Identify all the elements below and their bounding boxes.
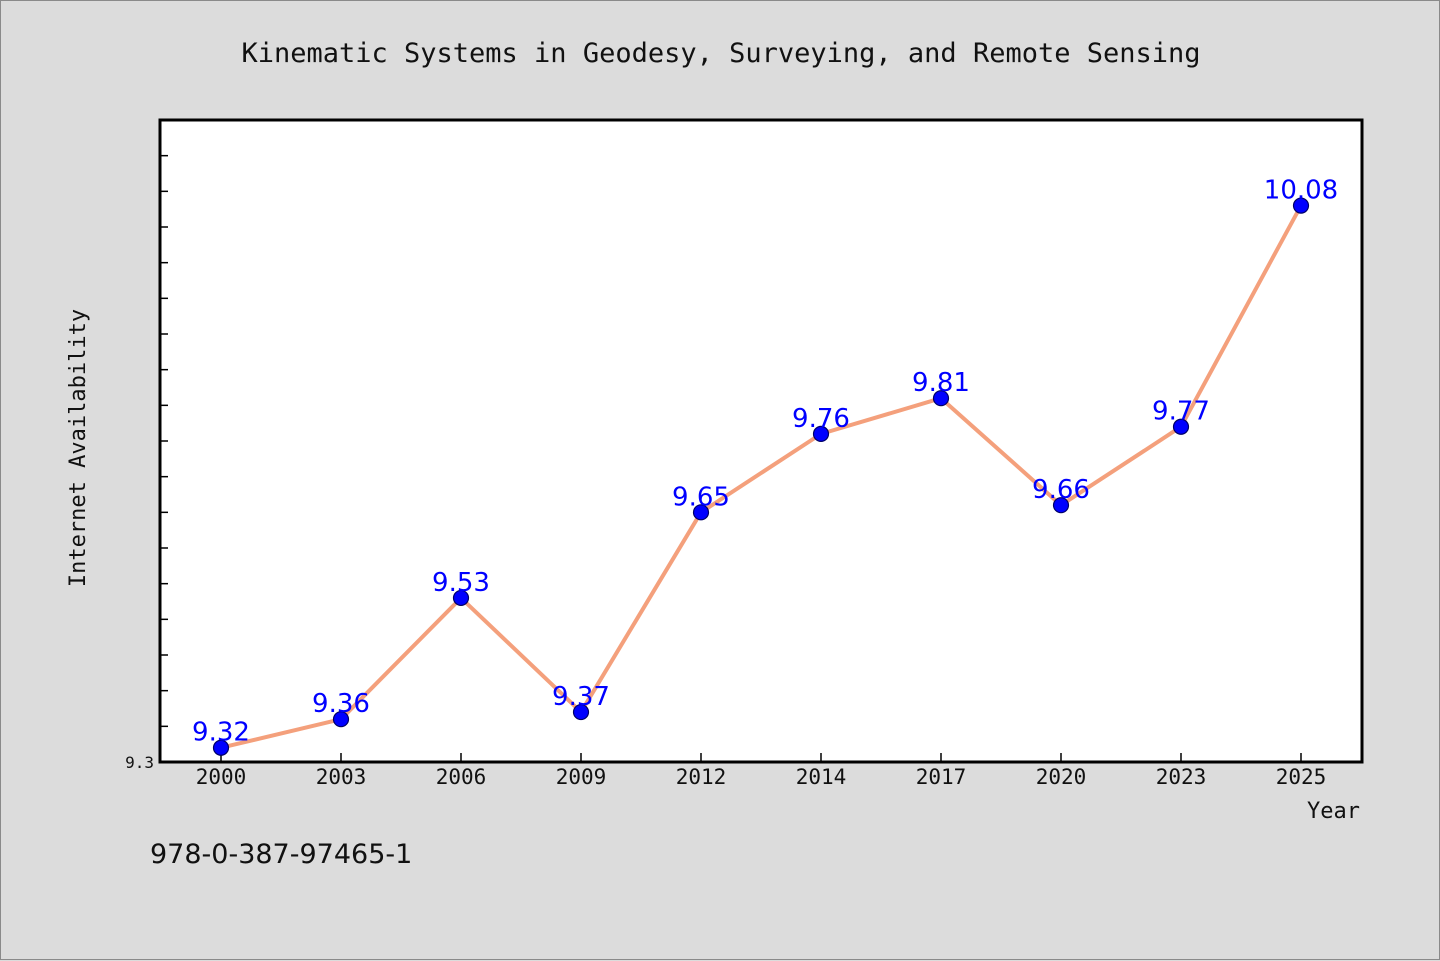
y-axis-label: Internet Availability — [66, 309, 91, 587]
data-point — [212, 739, 230, 756]
data-point — [1052, 497, 1070, 514]
x-tick-label: 2025 — [1276, 765, 1327, 789]
y-axis-ticks: 9.3 — [125, 119, 168, 772]
footnote-isbn: 978-0-387-97465-1 — [150, 839, 412, 870]
x-tick-label: 2017 — [916, 765, 967, 789]
x-tick-label: 2006 — [436, 765, 487, 789]
data-label: 9.36 — [312, 689, 370, 719]
x-tick-label: 2000 — [196, 765, 247, 789]
data-point — [812, 425, 830, 442]
data-labels: 9.32 9.36 9.53 9.37 9.65 9.76 9.81 9.66 9.77 10.0… — [192, 176, 1338, 748]
x-tick-label: 2014 — [796, 765, 847, 789]
data-label: 9.53 — [432, 568, 490, 598]
series-line — [220, 204, 1303, 750]
data-point — [1172, 418, 1190, 435]
data-point — [932, 390, 950, 407]
x-tick-label: 2023 — [1156, 765, 1207, 789]
data-point — [452, 589, 470, 607]
x-tick-label: 2012 — [676, 765, 727, 789]
data-point — [692, 504, 710, 521]
data-label: 9.66 — [1032, 475, 1090, 505]
x-tick-label: 2020 — [1036, 765, 1087, 789]
data-label: 9.81 — [912, 368, 970, 398]
data-label: 9.65 — [672, 482, 730, 512]
data-label: 9.77 — [1152, 397, 1210, 427]
data-label: 9.76 — [792, 404, 850, 434]
x-axis-label: Year — [1307, 799, 1360, 824]
data-point — [1292, 197, 1310, 214]
data-label: 9.37 — [552, 682, 610, 712]
chart-title: Kinematic Systems in Geodesy, Surveying,… — [241, 38, 1200, 69]
plot-area — [158, 118, 1364, 764]
x-axis-ticks: 2000 2003 2006 2009 2012 2014 2017 2020 2023 2025 — [196, 753, 1327, 789]
data-label: 9.32 — [192, 718, 250, 748]
data-point — [572, 703, 590, 721]
x-tick-label: 2009 — [556, 765, 607, 789]
data-point — [332, 711, 350, 728]
x-tick-label: 2003 — [316, 765, 367, 789]
data-label: 10.08 — [1264, 176, 1338, 206]
series-group — [212, 197, 1310, 756]
y-tick-label: 9.3 — [125, 753, 154, 772]
